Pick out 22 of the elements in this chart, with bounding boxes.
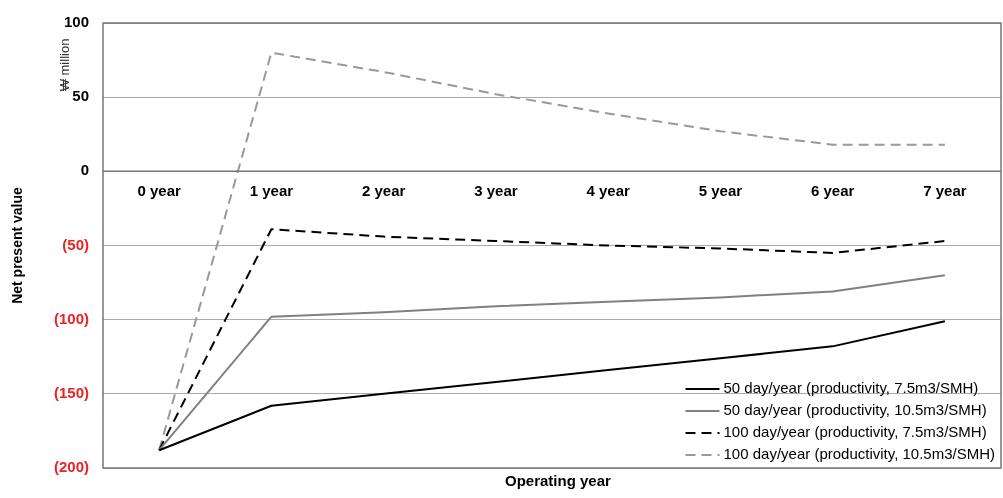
y-tick-label: (50) xyxy=(62,235,90,253)
legend-label: 100 day/year (productivity, 7.5m3/SMH) xyxy=(723,423,987,441)
x-tick-label: 1 year xyxy=(249,182,294,200)
x-axis-title: Operating year xyxy=(505,472,611,489)
text: ₩ million xyxy=(56,38,72,92)
x-tick-label: 4 year xyxy=(586,182,630,200)
x-tick-label: 5 year xyxy=(698,182,743,200)
y-tick-label: (200) xyxy=(53,458,90,476)
y-tick-label: 50 xyxy=(72,87,90,105)
x-tick-label: 3 year xyxy=(474,182,518,200)
y-tick-label: (150) xyxy=(53,383,90,401)
legend-label: 50 day/year (productivity, 10.5m3/SMH) xyxy=(723,401,987,419)
x-tick-label: 2 year xyxy=(361,182,406,200)
x-tick-label: 6 year xyxy=(810,182,855,200)
y-tick-label: 0 xyxy=(80,161,90,179)
x-tick-label: 7 year xyxy=(923,182,967,200)
y-tick-label: (100) xyxy=(53,309,90,327)
y-axis-title: Net present value xyxy=(8,186,25,304)
x-tick-label: 0 year xyxy=(137,182,181,200)
y-tick-label: 100 xyxy=(63,13,90,31)
legend-label: 50 day/year (productivity, 7.5m3/SMH) xyxy=(723,379,979,397)
legend-label: 100 day/year (productivity, 10.5m3/SMH) xyxy=(723,445,996,463)
